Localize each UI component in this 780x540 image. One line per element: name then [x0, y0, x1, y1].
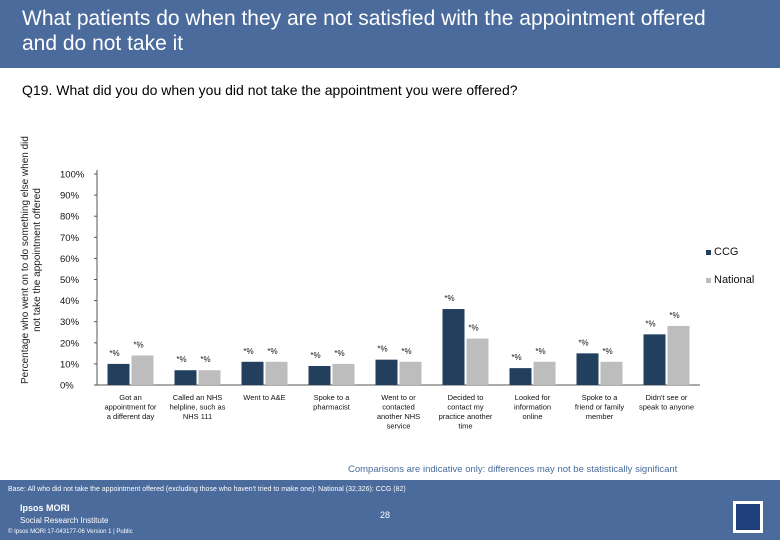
bar-ccg-7 — [576, 353, 599, 385]
bar-ccg-5 — [442, 309, 465, 385]
category-label: time — [458, 422, 472, 431]
category-label: contact my — [447, 403, 484, 412]
y-tick-label: 30% — [60, 317, 80, 328]
data-label: *% — [669, 311, 679, 320]
data-label: *% — [310, 351, 320, 360]
legend-swatch-national — [706, 278, 711, 283]
category-label: practice another — [439, 412, 493, 421]
category-label: Didn't see or — [646, 393, 688, 402]
data-label: *% — [468, 324, 478, 333]
bar-ccg-2 — [241, 361, 264, 385]
category-label: online — [522, 412, 542, 421]
bar-ccg-1 — [174, 370, 197, 385]
bar-national-3 — [332, 363, 355, 385]
y-tick-label: 80% — [60, 212, 80, 223]
data-label: *% — [535, 347, 545, 356]
data-label: *% — [645, 319, 655, 328]
bar-national-4 — [399, 361, 422, 385]
y-tick-label: 20% — [60, 338, 80, 349]
data-label: *% — [511, 353, 521, 362]
y-tick-label: 70% — [60, 233, 80, 244]
legend-label-ccg: CCG — [714, 246, 738, 258]
footer-bar — [0, 480, 780, 540]
category-label: contacted — [382, 403, 415, 412]
bar-national-0 — [131, 355, 154, 385]
bar-chart: 0% 10% 20% 30% 40% 50% 60% 70% 80% 90% 100% *% *% Got… — [60, 170, 754, 431]
bar-national-7 — [600, 361, 623, 385]
bar-ccg-4 — [375, 359, 398, 385]
bar-ccg-8 — [643, 334, 666, 385]
y-tick-label: 90% — [60, 191, 80, 202]
y-tick-label: 40% — [60, 296, 80, 307]
y-tick-label: 10% — [60, 359, 80, 370]
category-label: another NHS — [377, 412, 420, 421]
bar-national-2 — [265, 361, 288, 385]
bar-national-8 — [667, 325, 690, 385]
copyright-text: © Ipsos MORI 17-043177-06 Version 1 | Pu… — [8, 529, 133, 535]
slide-title: What patients do when they are not satis… — [22, 7, 706, 55]
category-label: Went to or — [381, 393, 416, 402]
bar-national-5 — [466, 338, 489, 385]
data-label: *% — [401, 347, 411, 356]
category-label: appointment for — [104, 403, 157, 412]
data-label: *% — [200, 355, 210, 364]
base-text: Base: All who did not take the appointme… — [8, 486, 406, 493]
data-label: *% — [377, 345, 387, 354]
y-tick-label: 100% — [60, 170, 85, 181]
comparison-note: Comparisons are indicative only: differe… — [348, 464, 678, 475]
category-label: Looked for — [515, 393, 551, 402]
legend-label-national: National — [714, 274, 754, 286]
data-label: *% — [109, 349, 119, 358]
data-label: *% — [133, 340, 143, 349]
category-label: a different day — [107, 412, 155, 421]
category-label: Spoke to a — [582, 393, 619, 402]
category-label: pharmacist — [313, 403, 351, 412]
legend-swatch-ccg — [706, 250, 711, 255]
data-label: *% — [267, 347, 277, 356]
ipsos-logo-icon — [733, 501, 763, 533]
data-label: *% — [578, 338, 588, 347]
category-label: friend or family — [575, 403, 624, 412]
data-label: *% — [176, 355, 186, 364]
bar-national-1 — [198, 370, 221, 385]
question-text: Q19. What did you do when you did not ta… — [22, 82, 518, 98]
y-tick-label: 0% — [60, 381, 74, 392]
data-label: *% — [334, 349, 344, 358]
category-label: information — [514, 403, 551, 412]
category-label: Went to A&E — [243, 393, 285, 402]
bar-ccg-6 — [509, 368, 532, 385]
bar-national-6 — [533, 361, 556, 385]
category-label: helpline, such as — [170, 403, 226, 412]
data-label: *% — [243, 347, 253, 356]
header-bar — [0, 0, 780, 68]
y-tick-label: 60% — [60, 254, 80, 265]
institute-text: Social Research Institute — [20, 516, 109, 525]
category-label: speak to anyone — [639, 403, 694, 412]
bar-ccg-0 — [107, 363, 130, 385]
category-label: Got an — [119, 393, 142, 402]
ipsos-logo-text: Ipsos MORI — [20, 503, 70, 513]
category-label: member — [586, 412, 614, 421]
page-number: 28 — [380, 510, 391, 520]
data-label: *% — [444, 294, 454, 303]
y-tick-label: 50% — [60, 275, 80, 286]
bar-ccg-3 — [308, 366, 331, 385]
category-label: Decided to — [448, 393, 484, 402]
category-label: Spoke to a — [314, 393, 351, 402]
data-label: *% — [602, 347, 612, 356]
category-label: Called an NHS — [173, 393, 223, 402]
category-label: NHS 111 — [183, 412, 212, 421]
category-label: service — [387, 422, 411, 431]
